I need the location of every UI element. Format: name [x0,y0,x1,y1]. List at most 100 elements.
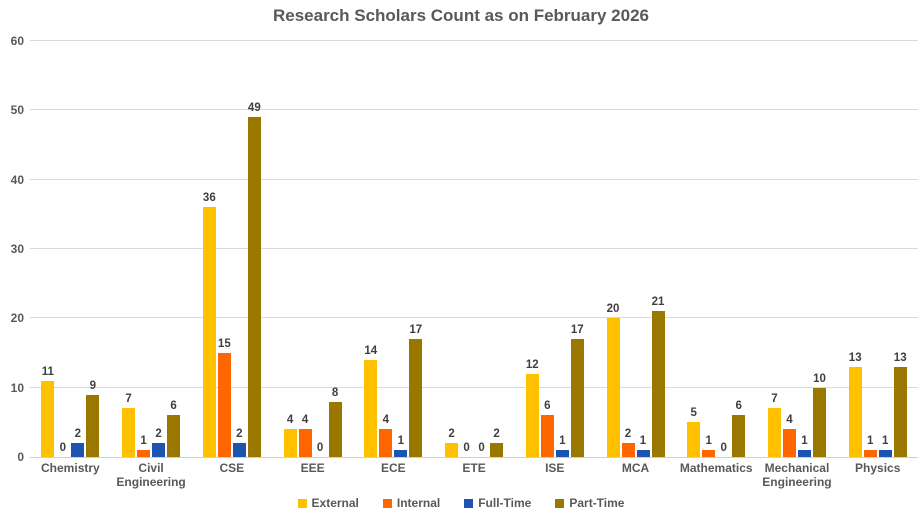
bar-slot: 12 [525,41,539,457]
bar-value-label: 0 [478,442,485,454]
bar-full-time [555,450,569,457]
bar-internal [540,415,554,457]
legend-swatch [382,498,392,508]
bar-value-label: 4 [786,414,793,427]
bar-slot: 10 [812,41,826,457]
bar-slot: 2 [152,41,166,457]
x-axis-label: ECE [380,461,406,475]
y-tick-label: 20 [10,311,24,326]
bar-slot: 11 [41,41,55,457]
bar-value-label: 2 [74,428,82,441]
bar-slot: 13 [848,41,862,457]
bar-slot: 2 [445,41,459,457]
bar-internal [379,429,393,457]
bar-part-time [328,401,342,457]
bar-slot: 4 [782,41,796,457]
bar-slot: 5 [687,41,701,457]
bar-slot: 1 [702,41,716,457]
bar-slot: 6 [732,41,746,457]
bar-external [606,318,620,457]
bar-group: 11 0 2 9 [30,41,111,457]
legend-label: External [311,496,359,510]
bar-part-time [812,387,826,457]
bar-value-label: 17 [570,324,584,337]
bar-slot: 21 [651,41,665,457]
bar-slot: 1 [555,41,569,457]
legend: External Internal Full-Time Part-Time [0,496,922,510]
bar-external [687,422,701,457]
x-axis-label: Mechanical Engineering [762,461,832,489]
bar-slot: 8 [328,41,342,457]
bar-slot: 36 [202,41,216,457]
x-axis-label: Mathematics [679,461,753,475]
bar-value-label: 2 [493,428,500,441]
bar-value-label: 1 [639,435,647,448]
y-tick-label: 30 [10,242,24,256]
bar-value-label: 10 [813,372,826,385]
bar-value-label: 0 [59,442,67,454]
legend-item-full-time: Full-Time [464,496,531,510]
bar-slot: 2 [71,41,85,457]
bar-value-label: 15 [217,338,231,350]
bar-external [848,366,862,457]
bar-internal [782,429,796,457]
bar-part-time [247,117,261,457]
bar-full-time [232,443,246,457]
bar-value-label: 1 [140,435,147,448]
bar-part-time [490,443,504,457]
bar-value-label: 2 [624,428,632,441]
bar-value-label: 20 [606,303,620,316]
bar-value-label: 4 [382,414,389,427]
bar-external [122,408,136,457]
bar-value-label: 0 [463,442,470,454]
bar-value-label: 36 [202,192,216,205]
x-axis-labels: Chemistry Civil Engineering CSE EEE ECE ETE IS… [30,461,918,489]
bar-value-label: 13 [848,351,862,364]
bar-value-label: 1 [397,435,404,448]
bar-slot: 1 [394,41,408,457]
bar-value-label: 14 [364,344,378,357]
bar-slot: 7 [767,41,781,457]
bar-internal [217,353,231,457]
legend-swatch [555,498,565,508]
bar-external [767,408,781,457]
y-tick-label: 50 [10,103,24,118]
legend-item-external: External [297,496,359,510]
bar-slot: 2 [490,41,504,457]
plot-area: 11 0 2 9 7 1 2 6 36 15 2 49 4 4 0 8 14 4 1 17 2 0 0 2 12 6 1 17 20 2 1… [30,41,918,458]
bar-group: 13 1 1 13 [837,41,918,457]
legend-label: Internal [396,496,441,510]
bar-value-label: 12 [525,358,539,371]
bar-slot: 2 [621,41,635,457]
bar-value-label: 17 [409,324,423,337]
bar-slot: 7 [122,41,136,457]
bar-part-time [732,415,746,457]
legend-label: Full-Time [478,496,532,510]
bar-full-time [878,450,892,457]
bar-internal [863,450,877,457]
bar-slot: 9 [86,41,100,457]
bar-external [41,380,55,457]
bar-slot: 49 [247,41,261,457]
x-axis-label: CSE [219,461,245,475]
bar-group: 7 4 1 10 [757,41,838,457]
y-tick-label: 0 [17,450,24,464]
y-tick-label: 10 [10,380,24,395]
bar-value-label: 6 [544,400,551,413]
bar-slot: 4 [283,41,297,457]
bar-slot: 13 [893,41,907,457]
bar-value-label: 1 [867,435,874,448]
bar-value-label: 1 [705,435,712,448]
x-axis-label: MCA [621,461,650,475]
legend-label: Part-Time [569,496,625,510]
bar-slot: 14 [364,41,378,457]
x-axis-label: ISE [545,461,565,475]
bar-slot: 17 [409,41,423,457]
bar-external [445,443,459,457]
y-axis-labels: 0 10 20 30 40 50 60 [0,34,24,464]
bar-slot: 0 [460,41,473,457]
bar-slot: 4 [379,41,393,457]
x-axis-label: Civil Engineering [116,461,186,489]
bar-value-label: 49 [247,102,261,115]
